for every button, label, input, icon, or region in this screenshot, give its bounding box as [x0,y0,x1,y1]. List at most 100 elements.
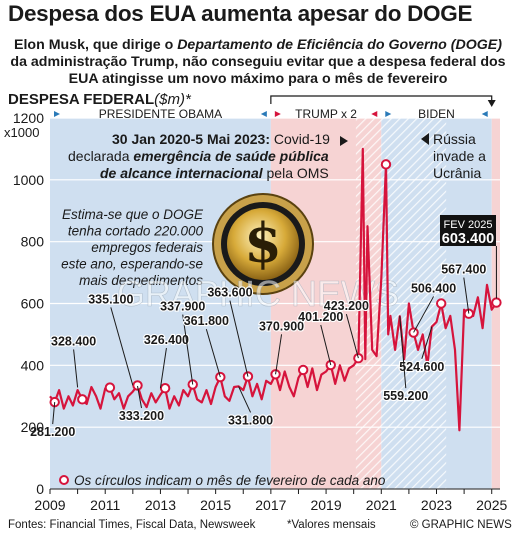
y-tick-200: 200 [21,419,45,435]
covid-annotation-line2: declarada emergência de saúde pública [68,148,329,164]
covid-annotation-text1: Covid-19 [270,131,330,147]
value-label-11: 423.200 [324,299,369,313]
watermark: GRAPHIC NEWS [117,273,399,314]
legend-circle-icon [59,475,69,485]
subtitle-text-1: Elon Musk, que dirige o [14,37,178,53]
feb-point-2010 [77,394,88,405]
feb-point-2018 [297,364,309,376]
value-leader-11 [345,314,359,359]
value-leader-3 [137,385,143,409]
footer-sources: Fontes: Financial Times, Fiscal Data, Ne… [8,519,256,531]
doge-annotation-line-4: mais despedimentos [79,273,203,288]
y-tick-1000: 1000 [13,172,44,188]
period-label-0: PRESIDENTE OBAMA [99,107,222,121]
covid-annotation-date: 30 Jan 2020-5 Mai 2023: [112,131,270,147]
value-leader-1 [73,349,79,388]
y-axis-title: DESPESA FEDERAL($m)* [8,91,191,108]
period-arrow-right-1 [371,111,378,117]
value-leader-4 [159,348,167,389]
feb-point-2022 [408,327,419,338]
subtitle-text-2: da administração Trump, não conseguiu ev… [10,54,506,87]
doge-annotation-line-0: Estima-se que o DOGE [62,207,204,222]
x-tick-2021: 2021 [366,497,397,513]
russia-annotation-line-2: Ucrânia [433,165,481,181]
value-label-3: 333.200 [119,409,164,423]
value-label-0: 281.200 [30,425,75,439]
legend-note: Os círculos indicam o mês de fevereiro d… [74,473,386,488]
value-leader-10 [320,324,332,366]
x-tick-2015: 2015 [200,497,231,513]
value-leader-7 [229,300,249,377]
feb-point-2019 [325,359,336,371]
page-title: Despesa dos EUA aumenta apesar do DOGE [8,1,473,26]
footer-credit: © GRAPHIC NEWS [410,519,512,531]
x-tick-2009: 2009 [34,497,65,513]
value-label-7: 363.600 [207,286,252,300]
period-arrow-right-2 [481,111,488,117]
period-arrow-left-2 [385,111,392,117]
x-tick-2019: 2019 [310,497,341,513]
value-label-6: 361.800 [184,314,229,328]
feb-point-2013 [159,383,171,394]
value-label-13: 524.600 [399,360,444,374]
value-label-12: 506.400 [411,281,456,295]
callout-box [440,215,496,246]
x-tick-2025: 2025 [476,497,507,513]
x-tick-2011: 2011 [90,497,120,513]
period-arrow-left-1 [274,111,281,117]
feb-point-2025 [491,297,502,308]
value-leader-0 [52,402,56,425]
period-label-1: TRUMP x 2 [295,107,357,121]
bracket-arrow-icon [487,100,496,107]
value-leader-13 [421,326,433,359]
doge-annotation-line-3: este ano, esperando-se [61,257,203,272]
value-label-15: 567.400 [441,263,486,277]
x-tick-2023: 2023 [421,497,452,513]
value-label-1: 328.400 [51,334,96,348]
y-tick-0: 0 [36,481,44,497]
russia-arrow-left-icon [421,133,429,145]
value-leader-8 [238,386,252,413]
x-tick-2017: 2017 [255,497,286,513]
feb-point-2023 [435,298,447,309]
y-axis-title-main: DESPESA FEDERAL [8,91,155,108]
covid-annotation-bold1: emergência de saúde pública [133,148,329,164]
russia-annotation-line-0: Rússia [433,131,476,147]
value-leader-6 [205,329,221,378]
value-label-9: 370.900 [259,319,304,333]
covid-annotation-line3: de alcance internacional pela OMS [100,165,329,181]
covid-arrow-right-icon [340,136,348,146]
feb-point-2024 [463,308,475,319]
value-leader-14 [399,316,407,389]
period-label-2: BIDEN [418,107,455,121]
series-line [49,147,498,432]
period-arrow-left-0 [54,111,60,117]
callout-label: FEV 2025 [444,219,493,231]
x-tick-2013: 2013 [145,497,176,513]
feb-point-2021 [380,159,392,170]
period-arrow-right-0 [260,111,267,117]
value-label-2: 335.100 [88,292,133,306]
feb-point-2011 [104,382,116,393]
value-leader-15 [463,277,470,314]
covid-annotation-line1: 30 Jan 2020-5 Mai 2023: Covid-19 [112,131,330,147]
callout-value: 603.400 [442,231,494,247]
coin-dollar-glyph: $ [244,211,282,275]
trump-bracket [270,95,493,104]
value-label-5: 337.900 [160,300,205,314]
covid-annotation-text2: declarada [68,148,133,164]
y-tick-800: 800 [21,234,45,250]
value-label-14: 559.200 [383,389,428,403]
coin-face [227,208,299,280]
y-multiplier-label: x1000 [4,125,39,140]
doge-annotation-line-1: tenha cortado 220.000 [68,224,204,239]
feb-point-2012 [132,380,143,391]
value-leader-2 [110,307,134,386]
y-tick-400: 400 [21,357,45,373]
dollar-coin-icon: $ [212,193,314,295]
y-tick-600: 600 [21,296,45,312]
y-axis-title-unit: ($m)* [154,91,191,108]
subtitle-doge-italic: Departamento de Eficiência do Governo (D… [177,37,502,53]
value-leader-5 [182,314,194,385]
